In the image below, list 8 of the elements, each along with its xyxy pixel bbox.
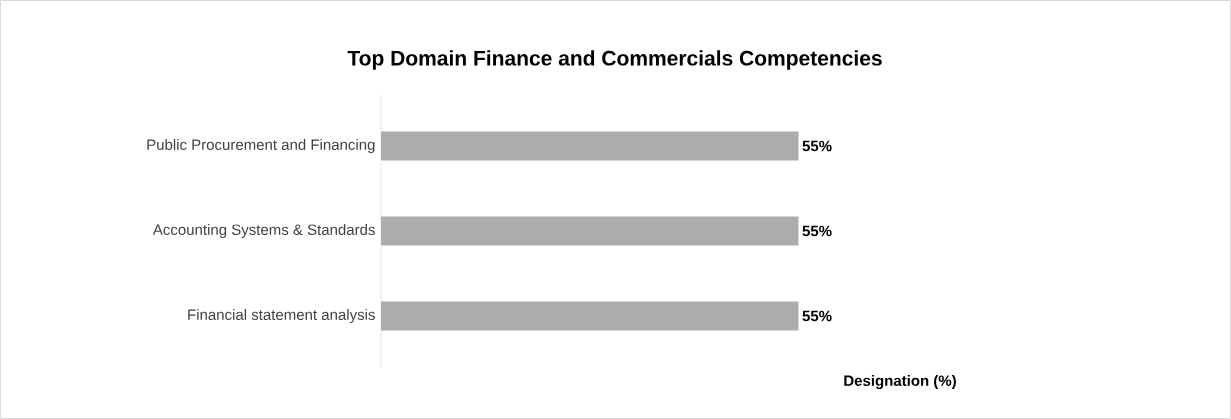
data-label: 55% [802,225,832,237]
data-label: 55% [802,140,832,152]
data-label: 55% [802,310,832,322]
chart-title: Top Domain Finance and Commercials Competencies [347,50,882,70]
x-axis-title: Designation (%) [844,374,956,390]
y-tick-label: Accounting Systems & Standards [152,224,375,238]
y-tick-label: Public Procurement and Financing [147,139,375,153]
y-tick-label: Financial statement analysis [188,309,375,323]
